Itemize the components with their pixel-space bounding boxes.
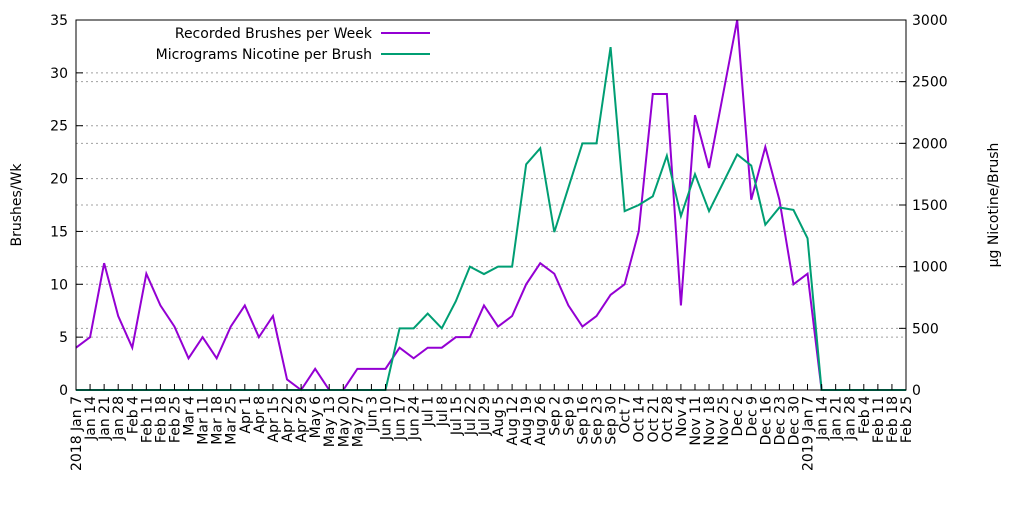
x-tick-label: Aug 19 <box>519 396 535 446</box>
y-tick-label: 20 <box>50 172 68 188</box>
x-tick-label: Sep 9 <box>561 396 577 436</box>
x-tick-label: Apr 8 <box>252 396 268 434</box>
y2-tick-label: 3000 <box>912 13 948 29</box>
x-tick-label: Nov 4 <box>674 396 690 437</box>
y-tick-label: 10 <box>50 277 68 293</box>
x-tick-label: Feb 18 <box>885 396 901 443</box>
x-tick-label: Oct 21 <box>646 396 662 442</box>
x-tick-label: Oct 14 <box>632 396 648 443</box>
x-tick-label: Sep 30 <box>604 396 620 445</box>
x-tick-label: Jun 3 <box>364 396 380 432</box>
x-tick-label: Aug 26 <box>533 396 549 446</box>
x-tick-label: Mar 18 <box>210 396 226 445</box>
x-tick-label: Nov 11 <box>688 396 704 446</box>
x-tick-label: Feb 4 <box>857 396 873 434</box>
x-tick-label: Nov 25 <box>716 396 732 446</box>
x-tick-label: Sep 16 <box>575 396 591 445</box>
x-tick-label: Jul 8 <box>435 396 451 427</box>
x-tick-label: Jan 28 <box>843 396 859 441</box>
x-tick-label: Jan 28 <box>111 396 127 441</box>
x-tick-label: Apr 29 <box>294 396 310 442</box>
y-tick-label: 25 <box>50 119 68 135</box>
x-tick-label: Nov 18 <box>702 396 718 446</box>
y2-tick-label: 500 <box>912 321 939 337</box>
x-tick-label: Jun 17 <box>393 396 409 441</box>
x-tick-label: Jan 21 <box>97 396 113 441</box>
x-tick-label: May 27 <box>350 396 366 447</box>
x-tick-label: Feb 18 <box>153 396 169 443</box>
legend-label-nicotine: Micrograms Nicotine per Brush <box>156 47 372 63</box>
x-tick-label: Aug 5 <box>491 396 507 437</box>
x-tick-label: Sep 23 <box>590 396 606 445</box>
x-tick-label: Dec 30 <box>786 396 802 445</box>
x-tick-label: Apr 1 <box>238 396 254 434</box>
x-tick-label: Dec 16 <box>758 396 774 445</box>
x-tick-label: Jun 10 <box>378 396 394 441</box>
x-tick-label: May 13 <box>322 396 338 447</box>
x-tick-label: Jul 15 <box>449 396 465 436</box>
x-tick-label: Aug 12 <box>505 396 521 446</box>
grid-lines <box>76 72 906 338</box>
y2-tick-label: 1500 <box>912 198 948 214</box>
y-axis-label: Brushes/Wk <box>9 163 25 247</box>
y2-tick-label: 1000 <box>912 260 948 276</box>
x-tick-label: Mar 11 <box>196 396 212 445</box>
y-tick-label: 15 <box>50 224 68 240</box>
x-tick-label: Sep 2 <box>547 396 563 436</box>
x-tick-label: Apr 15 <box>266 396 282 442</box>
x-tick-label: Oct 28 <box>660 396 676 442</box>
x-tick-label: Feb 11 <box>139 396 155 443</box>
x-tick-label: Mar 25 <box>224 396 240 445</box>
x-tick-label: Feb 4 <box>125 396 141 434</box>
x-tick-label: Feb 25 <box>167 396 183 443</box>
legend: Recorded Brushes per Week Micrograms Nic… <box>156 26 430 63</box>
x-tick-label: Dec 9 <box>744 396 760 436</box>
y-tick-label: 30 <box>50 66 68 82</box>
axes: 0 5 10 15 20 25 30 35 0 500 1000 1500 2000 2500 3000 20… <box>50 13 947 471</box>
x-tick-label: Jul 29 <box>477 396 493 436</box>
y-tick-label: 5 <box>59 330 68 346</box>
y-tick-label: 35 <box>50 13 68 29</box>
x-tick-label: 2019 Jan 7 <box>801 396 817 471</box>
y-tick-label: 0 <box>59 383 68 399</box>
series-line-0 <box>75 19 906 392</box>
y2-tick-label: 2500 <box>912 75 948 91</box>
y2-axis-label: µg Nicotine/Brush <box>986 143 1002 268</box>
x-tick-label: Jan 14 <box>83 396 99 441</box>
x-tick-label: 2018 Jan 7 <box>69 396 85 471</box>
x-tick-label: Jul 22 <box>463 396 479 436</box>
x-tick-label: Oct 7 <box>618 396 634 434</box>
x-tick-label: May 6 <box>308 396 324 438</box>
x-tick-label: Dec 2 <box>730 396 746 436</box>
x-tick-label: Apr 22 <box>280 396 296 442</box>
x-tick-label: Jun 24 <box>407 396 423 441</box>
x-tick-label: May 20 <box>336 396 352 447</box>
x-tick-label: Dec 23 <box>772 396 788 445</box>
x-tick-label: Feb 11 <box>871 396 887 443</box>
x-tick-label: Jan 21 <box>829 396 845 441</box>
y2-tick-label: 0 <box>912 383 921 399</box>
legend-label-brushes: Recorded Brushes per Week <box>175 26 373 42</box>
y2-tick-label: 2000 <box>912 136 948 152</box>
x-tick-label: Feb 25 <box>899 396 915 443</box>
x-tick-label: Jul 1 <box>421 396 437 427</box>
x-tick-label: Jan 14 <box>815 396 831 441</box>
x-tick-label: Mar 4 <box>182 396 198 436</box>
